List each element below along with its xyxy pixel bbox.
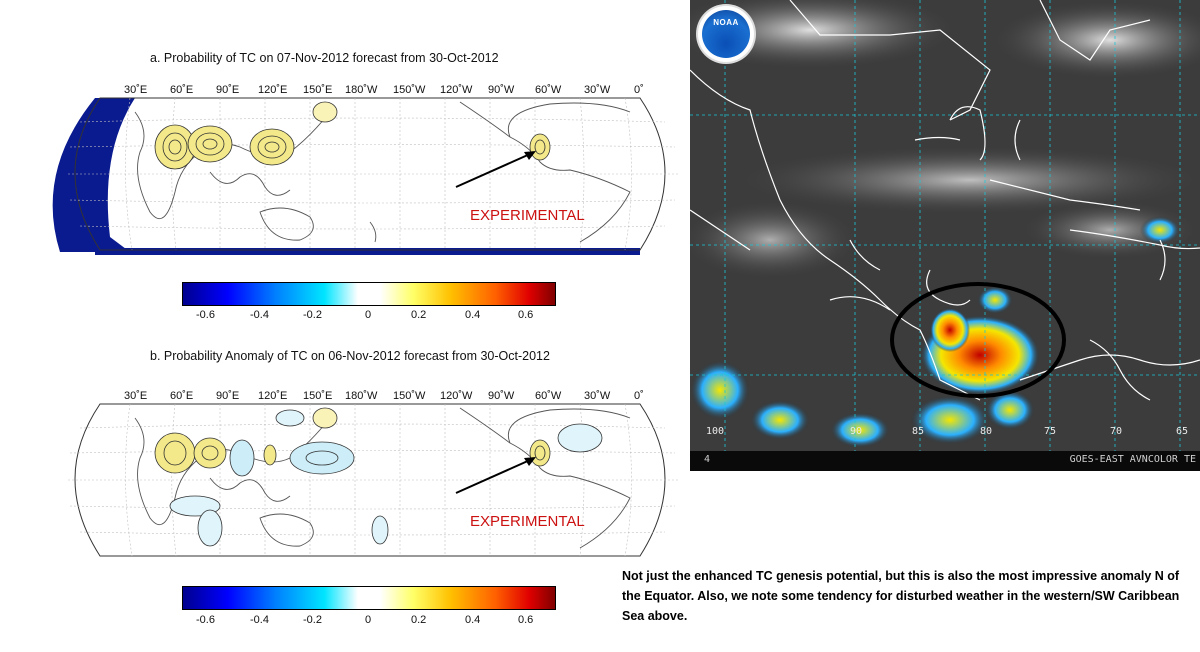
colorbar-a [182, 282, 556, 306]
lon-label: 180˚W [345, 84, 378, 96]
lon-tick-label: 70 [1110, 426, 1123, 437]
lon-label: 30˚W [584, 84, 611, 96]
noaa-logo: NOAA [698, 6, 754, 62]
lon-tick-label: 85 [912, 426, 925, 437]
lon-label: 120˚W [440, 84, 473, 96]
tick-label: -0.4 [250, 614, 269, 626]
footer-right-text: GOES-EAST AVNCOLOR TE [1069, 454, 1196, 465]
panel-a: a. Probability of TC on 07-Nov-2012 fore… [0, 0, 690, 321]
lon-label: 90˚E [216, 84, 240, 96]
lon-label: 120˚E [258, 390, 288, 402]
lon-label: 60˚W [535, 390, 562, 402]
lon-tick-label: 65 [1176, 426, 1189, 437]
footer-left-text: 4 [704, 454, 711, 465]
satellite-footer: 4 GOES-EAST AVNCOLOR TE [690, 451, 1200, 471]
tick-label: 0.4 [465, 309, 481, 321]
lon-label: 0˚ [634, 390, 644, 402]
arrow-icon [455, 457, 536, 494]
logo-text: NOAA [713, 18, 739, 27]
tick-label: 0.2 [411, 614, 427, 626]
satellite-image: NOAA 100 90 85 80 75 70 65 4 GOES-EAST A… [690, 0, 1200, 471]
satellite-scene [690, 0, 1200, 471]
caption-text: Not just the enhanced TC genesis potenti… [622, 569, 1180, 623]
lon-label: 90˚W [488, 84, 515, 96]
panel-b: b. Probability Anomaly of TC on 06-Nov-2… [0, 340, 690, 640]
lon-label: 60˚E [170, 84, 194, 96]
lon-label: 90˚E [216, 390, 240, 402]
lon-tick-label: 90 [850, 426, 863, 437]
tick-label: -0.2 [303, 614, 322, 626]
lon-label: 120˚W [440, 390, 473, 402]
tick-label: 0.6 [518, 309, 534, 321]
lon-label: 150˚W [393, 84, 426, 96]
tick-label: -0.4 [250, 309, 269, 321]
lon-tick-label: 100 [706, 426, 725, 437]
tick-label: -0.6 [196, 614, 215, 626]
arrow-icon [455, 151, 536, 188]
tick-label: -0.6 [196, 309, 215, 321]
panel-a-map [52, 97, 678, 255]
panel-a-title: a. Probability of TC on 07-Nov-2012 fore… [150, 51, 499, 65]
colorbar-b [182, 586, 556, 610]
lon-label: 0˚ [634, 84, 644, 96]
lon-tick-label: 80 [980, 426, 993, 437]
tick-label: 0.6 [518, 614, 534, 626]
lon-label: 30˚E [124, 84, 148, 96]
lon-label: 60˚W [535, 84, 562, 96]
lon-label: 30˚W [584, 390, 611, 402]
highlight-ellipse [890, 282, 1066, 398]
lon-tick-label: 75 [1044, 426, 1057, 437]
experimental-label: EXPERIMENTAL [470, 513, 585, 530]
experimental-label: EXPERIMENTAL [470, 207, 585, 224]
panel-b-map [68, 403, 678, 557]
lon-label: 90˚W [488, 390, 515, 402]
tick-label: 0.4 [465, 614, 481, 626]
lon-label: 150˚E [303, 390, 333, 402]
lon-label: 150˚W [393, 390, 426, 402]
lon-label: 120˚E [258, 84, 288, 96]
panel-b-title: b. Probability Anomaly of TC on 06-Nov-2… [150, 349, 550, 363]
lon-label: 60˚E [170, 390, 194, 402]
tick-label: 0 [365, 309, 372, 321]
tick-label: -0.2 [303, 309, 322, 321]
lon-label: 150˚E [303, 84, 333, 96]
tick-label: 0.2 [411, 309, 427, 321]
lon-label: 180˚W [345, 390, 378, 402]
lon-label: 30˚E [124, 390, 148, 402]
tick-label: 0 [365, 614, 372, 626]
